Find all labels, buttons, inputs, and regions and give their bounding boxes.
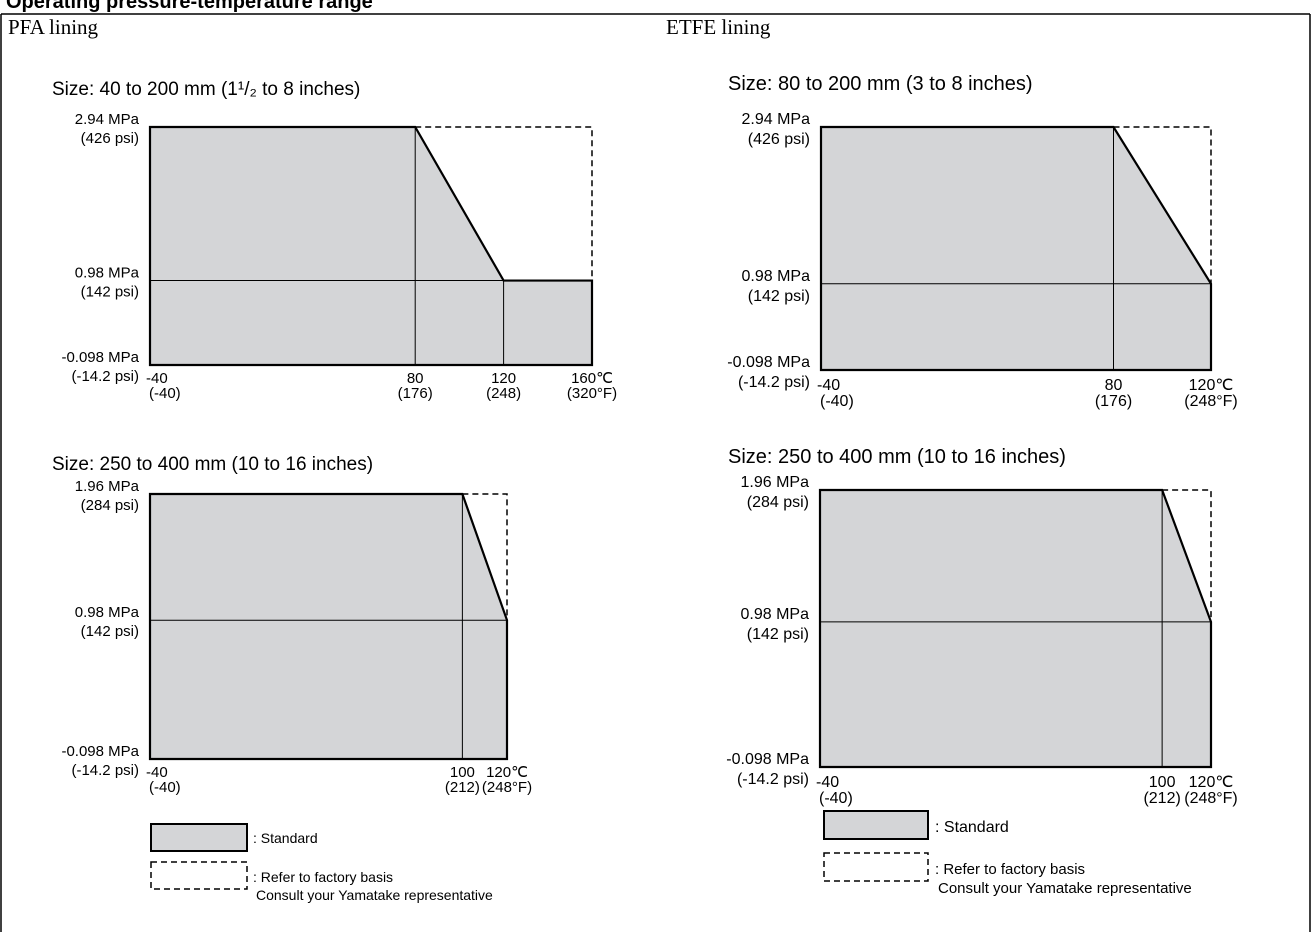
- y-tick-label: 0.98 MPa: [75, 604, 140, 621]
- legend-standard-swatch: [150, 823, 248, 852]
- standard-outline: [148, 492, 509, 761]
- x-tick-sublabel: (212): [445, 779, 480, 796]
- y-tick-label: 2.94 MPa: [75, 111, 140, 128]
- standard-region: [150, 494, 507, 759]
- panel-title-etfe: ETFE lining: [666, 15, 771, 39]
- y-tick-label: 2.94 MPa: [742, 111, 811, 128]
- x-tick-sublabel: (320°F): [567, 385, 617, 402]
- y-tick-sublabel: (-14.2 psi): [738, 374, 810, 391]
- y-tick-label: 1.96 MPa: [741, 474, 810, 491]
- chart-1: Size: 40 to 200 mm (1¹/₂ to 8 inches) 2.9…: [52, 79, 617, 402]
- y-tick-sublabel: (284 psi): [81, 497, 139, 514]
- x-tick-label: 80: [1105, 377, 1123, 394]
- factory-basis-outline: [462, 493, 508, 621]
- y-tick-label: 0.98 MPa: [742, 268, 811, 285]
- x-tick-sublabel: (248°F): [1184, 790, 1238, 807]
- x-tick-label: -40: [146, 370, 168, 387]
- x-tick-label: 100: [450, 764, 475, 781]
- legend-factory-label: : Refer to factory basis: [253, 869, 393, 885]
- legend-factory-swatch: [150, 861, 248, 890]
- x-tick-sublabel: (248): [486, 385, 521, 402]
- legend-factory-note: Consult your Yamatake representative: [256, 887, 493, 903]
- legend-pfa: : Standard : Refer to factory basis Cons…: [150, 823, 493, 903]
- legend-standard-label: : Standard: [935, 819, 1009, 836]
- legend-factory-swatch: [823, 852, 929, 882]
- standard-region: [150, 127, 592, 365]
- standard-outline: [819, 125, 1213, 372]
- x-tick-sublabel: (-40): [819, 790, 853, 807]
- legend-factory-note: Consult your Yamatake representative: [938, 880, 1192, 897]
- y-tick-sublabel: (142 psi): [748, 288, 810, 305]
- chart-title: Size: 250 to 400 mm (10 to 16 inches): [728, 446, 1066, 468]
- x-tick-label: -40: [146, 764, 168, 781]
- standard-region: [821, 127, 1211, 370]
- x-tick-sublabel: (212): [1143, 790, 1180, 807]
- y-tick-sublabel: (-14.2 psi): [71, 368, 139, 385]
- x-tick-label: -40: [816, 774, 839, 791]
- y-tick-sublabel: (426 psi): [81, 130, 139, 147]
- chart-2: Size: 80 to 200 mm (3 to 8 inches) 2.94 M…: [727, 73, 1237, 410]
- legend-etfe: : Standard : Refer to factory basis Cons…: [823, 810, 1192, 897]
- y-tick-label: -0.098 MPa: [727, 354, 810, 371]
- y-tick-sublabel: (142 psi): [747, 626, 809, 643]
- x-tick-sublabel: (-40): [149, 385, 181, 402]
- y-tick-sublabel: (142 psi): [81, 284, 139, 301]
- x-tick-sublabel: (-40): [149, 779, 181, 796]
- chart-title: Size: 40 to 200 mm (1¹/₂ to 8 inches): [52, 79, 360, 100]
- y-tick-sublabel: (-14.2 psi): [71, 762, 139, 779]
- chart-title: Size: 80 to 200 mm (3 to 8 inches): [728, 73, 1033, 95]
- x-tick-sublabel: (248°F): [1184, 393, 1238, 410]
- panel-title-pfa: PFA lining: [8, 15, 99, 39]
- x-tick-label: 80: [407, 370, 424, 387]
- legend-standard-label: : Standard: [253, 830, 318, 846]
- y-tick-sublabel: (426 psi): [748, 131, 810, 148]
- standard-region: [820, 490, 1211, 767]
- y-tick-label: -0.098 MPa: [61, 743, 139, 760]
- legend-standard-swatch: [823, 810, 929, 840]
- y-tick-label: -0.098 MPa: [726, 751, 809, 768]
- x-tick-label: 120℃: [486, 764, 528, 781]
- x-tick-sublabel: (176): [1095, 393, 1132, 410]
- y-tick-label: 1.96 MPa: [75, 478, 140, 495]
- x-tick-sublabel: (248°F): [482, 779, 532, 796]
- x-tick-label: 160℃: [571, 370, 613, 387]
- cropped-heading: Operating pressure-temperature range: [6, 0, 373, 13]
- x-tick-label: -40: [817, 377, 840, 394]
- factory-basis-outline: [1113, 126, 1212, 284]
- x-tick-label: 120℃: [1189, 774, 1234, 791]
- standard-outline: [148, 125, 594, 367]
- chart-title: Size: 250 to 400 mm (10 to 16 inches): [52, 454, 373, 475]
- x-tick-label: 100: [1149, 774, 1176, 791]
- y-tick-sublabel: (-14.2 psi): [737, 771, 809, 788]
- y-tick-label: 0.98 MPa: [75, 265, 140, 282]
- chart-3: Size: 250 to 400 mm (10 to 16 inches) 1.9…: [52, 454, 532, 796]
- y-tick-sublabel: (284 psi): [747, 494, 809, 511]
- standard-outline: [818, 488, 1213, 769]
- y-tick-label: 0.98 MPa: [741, 606, 810, 623]
- legend-factory-label: : Refer to factory basis: [935, 861, 1085, 878]
- x-tick-sublabel: (176): [398, 385, 433, 402]
- chart-4: Size: 250 to 400 mm (10 to 16 inches) 1.9…: [726, 446, 1237, 807]
- x-tick-label: 120: [491, 370, 516, 387]
- y-tick-sublabel: (142 psi): [81, 623, 139, 640]
- y-tick-label: -0.098 MPa: [61, 349, 139, 366]
- x-tick-label: 120℃: [1189, 377, 1234, 394]
- x-tick-sublabel: (-40): [820, 393, 854, 410]
